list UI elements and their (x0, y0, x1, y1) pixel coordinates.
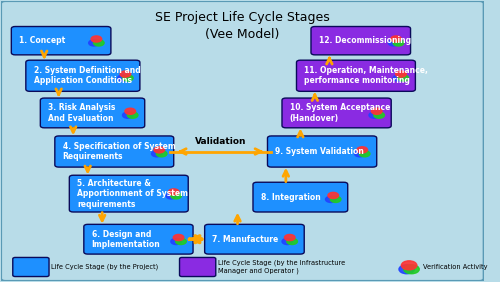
Circle shape (390, 36, 402, 42)
FancyBboxPatch shape (296, 60, 416, 91)
Circle shape (154, 147, 164, 153)
Circle shape (388, 40, 399, 46)
Circle shape (166, 193, 176, 199)
Text: 1. Concept: 1. Concept (19, 36, 66, 45)
Circle shape (396, 71, 406, 77)
FancyBboxPatch shape (253, 182, 348, 212)
Circle shape (360, 151, 370, 157)
Circle shape (354, 151, 365, 157)
Circle shape (91, 36, 102, 42)
Circle shape (330, 196, 341, 202)
Circle shape (357, 147, 368, 153)
Text: SE Project Life Cycle Stages
(Vee Model): SE Project Life Cycle Stages (Vee Model) (155, 10, 330, 41)
Text: Validation: Validation (195, 137, 246, 146)
FancyBboxPatch shape (84, 224, 193, 254)
Circle shape (374, 112, 384, 118)
FancyBboxPatch shape (0, 1, 484, 281)
Text: 6. Design and
Implementation: 6. Design and Implementation (92, 230, 160, 249)
Circle shape (398, 75, 408, 81)
Text: 10. System Acceptance
(Handover): 10. System Acceptance (Handover) (290, 103, 390, 123)
FancyBboxPatch shape (40, 98, 144, 128)
Circle shape (173, 234, 184, 241)
Circle shape (284, 234, 295, 241)
Text: Life Cycle Stage (by the Project): Life Cycle Stage (by the Project) (52, 264, 158, 270)
FancyBboxPatch shape (311, 27, 410, 55)
Circle shape (120, 71, 130, 77)
Circle shape (125, 108, 136, 114)
Circle shape (88, 40, 100, 46)
FancyBboxPatch shape (12, 27, 111, 55)
Circle shape (122, 112, 133, 118)
FancyBboxPatch shape (204, 224, 304, 254)
Circle shape (122, 75, 133, 81)
Text: 3. Risk Analysis
And Evaluation: 3. Risk Analysis And Evaluation (48, 103, 116, 123)
Circle shape (171, 238, 181, 244)
Text: 11. Operation, Maintenance,
performance monitoring: 11. Operation, Maintenance, performance … (304, 66, 428, 85)
Circle shape (168, 189, 179, 195)
Text: 9. System Validation: 9. System Validation (275, 147, 364, 156)
FancyBboxPatch shape (70, 175, 188, 212)
Text: Life Cycle Stage (by the Infrastructure
Manager and Operator ): Life Cycle Stage (by the Infrastructure … (218, 260, 346, 274)
FancyBboxPatch shape (26, 60, 140, 91)
Circle shape (393, 40, 404, 46)
Text: Verification Activity: Verification Activity (422, 264, 487, 270)
Circle shape (287, 238, 298, 244)
Text: 7. Manufacture: 7. Manufacture (212, 235, 278, 244)
Text: 8. Integration: 8. Integration (260, 193, 320, 202)
Circle shape (171, 193, 181, 199)
FancyBboxPatch shape (180, 257, 216, 277)
FancyBboxPatch shape (13, 257, 49, 277)
Circle shape (118, 75, 128, 81)
Circle shape (393, 75, 404, 81)
Circle shape (399, 265, 414, 274)
Circle shape (94, 40, 104, 46)
Circle shape (156, 151, 167, 157)
Circle shape (372, 108, 382, 114)
Circle shape (369, 112, 380, 118)
Circle shape (282, 238, 292, 244)
Text: 2. System Definition and
Application Conditions: 2. System Definition and Application Con… (34, 66, 140, 85)
Circle shape (128, 112, 138, 118)
FancyBboxPatch shape (55, 136, 174, 167)
Circle shape (402, 261, 417, 270)
Text: 12. Decommissioning: 12. Decommissioning (318, 36, 411, 45)
Text: 4. Specification of System
Requirements: 4. Specification of System Requirements (62, 142, 176, 161)
Circle shape (152, 151, 162, 157)
Text: 5. Architecture &
Apportionment of System
requirements: 5. Architecture & Apportionment of Syste… (77, 179, 188, 208)
Circle shape (326, 196, 336, 202)
FancyBboxPatch shape (268, 136, 376, 167)
FancyBboxPatch shape (282, 98, 391, 128)
Circle shape (328, 192, 338, 199)
Circle shape (176, 238, 186, 244)
Circle shape (404, 265, 419, 274)
